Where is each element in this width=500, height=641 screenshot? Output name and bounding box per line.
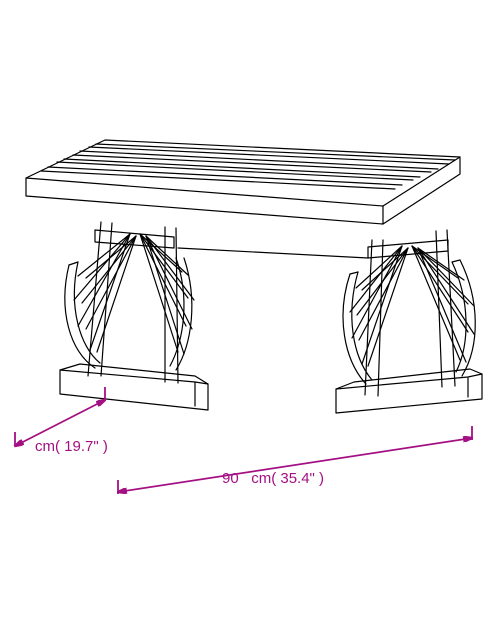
dimension-label-depth: cm( 19.7" )	[35, 438, 108, 455]
diagram-container: cm( 19.7" ) 90 cm( 35.4" )	[0, 0, 500, 641]
bench-line-drawing	[0, 0, 500, 641]
dimension-label-width: 90 cm( 35.4" )	[222, 470, 324, 487]
dimension-width-value: 90	[222, 470, 239, 487]
dimension-depth-unit: cm( 19.7" )	[35, 438, 108, 455]
dimension-width-unit: cm( 35.4" )	[251, 470, 324, 487]
